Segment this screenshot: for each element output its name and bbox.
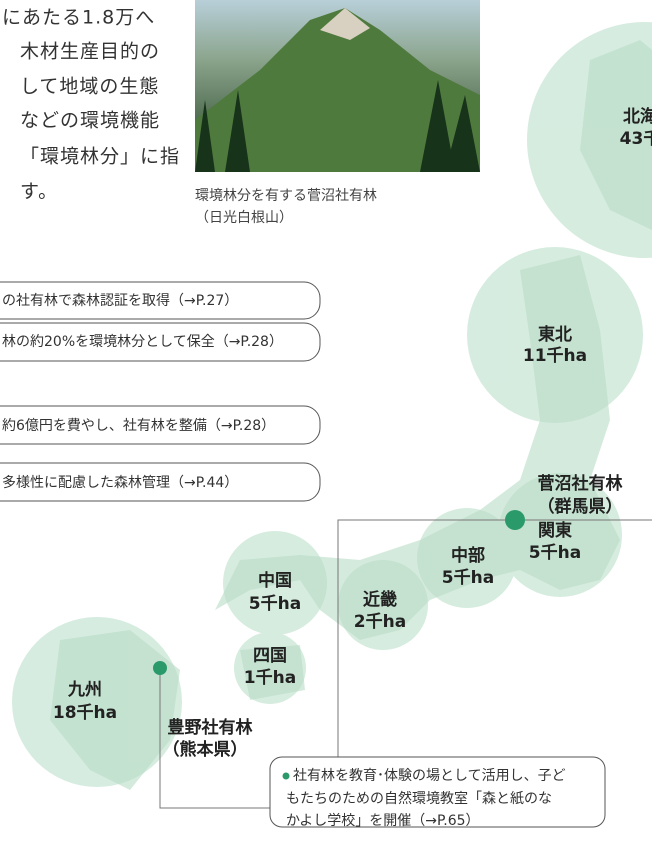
site-name: 菅沼社有林 [538, 473, 623, 494]
page: Forest map {"paragraph": {"lines": ["にあた… [0, 0, 652, 854]
paragraph-line: して地域の生態 [20, 76, 159, 98]
region-area: 18千ha [53, 703, 117, 723]
photo-caption: （日光白根山） [195, 210, 293, 226]
region-area: 5千ha [442, 568, 494, 588]
body: にあたる1.8万へ 木材生産目的の して地域の生態 などの環境機能 「環境林分」… [0, 0, 652, 854]
site-prefecture: （熊本県） [163, 739, 248, 760]
note-line: 社有林を教育･体験の場として活用し、子ど [293, 768, 566, 784]
region-area: 5千ha [529, 543, 581, 563]
region-area: 1千ha [244, 668, 296, 688]
region-name: 中国 [258, 570, 292, 591]
note-line: もたちのための自然環境教室「森と紙のな [286, 790, 552, 807]
region-name: 九州 [67, 680, 102, 700]
highlight-text: 約6億円を費やし、社有林を整備（→P.28） [2, 418, 275, 434]
note-line: かよし学校」を開催（→P.65） [286, 813, 480, 829]
region-name: 中部 [451, 545, 485, 566]
site-dot [505, 510, 525, 530]
region-area: 11千ha [523, 346, 587, 366]
paragraph-line: す。 [20, 181, 58, 203]
region-name: 関東 [538, 520, 572, 541]
paragraph-line: 木材生産目的の [20, 41, 160, 63]
page-canvas: にあたる1.8万へ 木材生産目的の して地域の生態 などの環境機能 「環境林分」… [0, 0, 652, 854]
paragraph-line: にあたる1.8万へ [2, 7, 155, 29]
note-bullet [283, 773, 290, 780]
highlights: の社有林で森林認証を取得（→P.27） 林の約20%を環境林分として保全（→P.… [0, 282, 320, 501]
highlight-text: の社有林で森林認証を取得（→P.27） [2, 292, 238, 309]
region-name: 四国 [253, 646, 287, 666]
site-name: 豊野社有林 [168, 717, 253, 738]
region-area: 5千ha [249, 594, 301, 614]
photo-caption: 環境林分を有する菅沼社有林 [195, 188, 377, 204]
site-dot [153, 661, 167, 675]
paragraph: にあたる1.8万へ 木材生産目的の して地域の生態 などの環境機能 「環境林分」… [2, 7, 180, 203]
region-area: 2千ha [354, 612, 406, 632]
photo [195, 0, 480, 172]
paragraph-line: 「環境林分」に指 [20, 146, 180, 168]
region-name: 北海 [623, 106, 652, 127]
site-prefecture: （群馬県） [538, 496, 623, 517]
highlight-text: 林の約20%を環境林分として保全（→P.28） [2, 334, 283, 350]
highlight-text: 多様性に配慮した森林管理（→P.44） [2, 475, 238, 491]
region-name: 近畿 [363, 589, 397, 610]
region-area: 43千 [620, 129, 652, 149]
paragraph-line: などの環境機能 [20, 110, 160, 132]
region-name: 東北 [538, 324, 572, 345]
